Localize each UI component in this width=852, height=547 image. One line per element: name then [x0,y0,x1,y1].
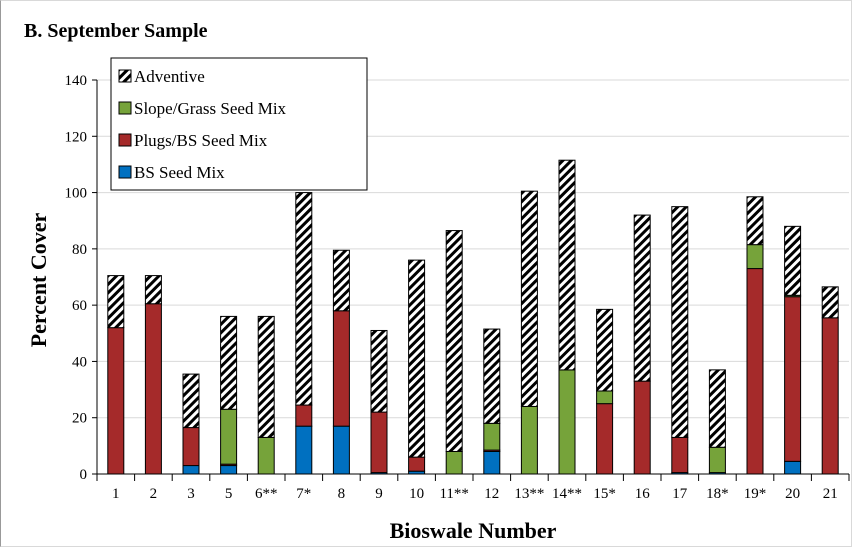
bar-segment [107,275,125,329]
bar-segment [671,206,689,438]
x-tick-label: 13** [514,486,544,502]
x-tick-label: 20 [785,486,800,502]
legend-label: Slope/Grass Seed Mix [134,99,287,118]
bar-segment [445,230,463,452]
y-tick-label: 100 [65,186,88,202]
y-tick-label: 0 [80,467,88,483]
bar-segment [182,373,200,429]
bar-segment [220,408,238,465]
bar-segment [220,315,238,410]
bar-segment [370,329,388,413]
bar-segment [295,404,313,427]
x-tick-label: 14** [552,486,582,502]
bar-segment [483,422,501,451]
bar-segment [332,425,350,475]
bar-segment [596,403,614,475]
legend-swatch [118,133,132,147]
bar-segment [408,259,426,458]
bar-segment [370,411,388,474]
bar-segment [144,275,162,305]
bar-segment [746,268,764,475]
bar-segment [784,296,802,462]
legend-swatch [118,101,132,115]
x-tick-label: 18* [706,486,729,502]
x-tick-label: 19* [744,486,767,502]
x-axis-ticks: 1 2 3 5 6** 7* 8 9 10 11** 12 13** 14** 15* 16 17 18* 19*… [96,474,850,502]
bar-segment [483,450,501,475]
bar-segment [708,369,726,448]
bar-segment [633,214,651,382]
legend: Adventive Slope/Grass Seed Mix Plugs/BS Se… [110,57,368,191]
x-tick-label: 9 [375,486,383,502]
x-tick-label: 15* [593,486,616,502]
bar-segment [784,460,802,475]
x-tick-label: 1 [112,486,120,502]
bar-segment [332,310,350,427]
x-tick-label: 7* [296,486,311,502]
bar-segment [821,286,839,319]
legend-swatch [118,69,132,83]
bar-segment [408,456,426,472]
bar-segment [784,225,802,296]
x-tick-label: 10 [409,486,424,502]
bar-segment [821,317,839,475]
bar-segment [445,450,463,475]
bar-segment [558,369,576,475]
bar-segment [144,303,162,475]
bar-segment [332,249,350,312]
bar-segment [520,190,538,407]
bar-segment [257,315,275,438]
bar-segment [671,436,689,474]
x-tick-label: 6** [255,486,278,502]
bar-segment [520,405,538,475]
bar-segment [220,465,238,475]
y-tick-label: 60 [72,298,87,314]
chart-title: B. September Sample [24,20,208,42]
x-tick-label: 17 [672,486,688,502]
x-tick-label: 8 [338,486,346,502]
bar-segment [182,465,200,475]
bar-segment [295,192,313,406]
x-tick-label: 11** [439,486,468,502]
x-tick-label: 5 [225,486,233,502]
y-tick-label: 120 [65,129,88,145]
bar-segment [483,328,501,424]
bar-segment [708,446,726,474]
bar-segment [596,390,614,405]
x-tick-label: 21 [823,486,838,502]
x-tick-label: 2 [150,486,158,502]
y-tick-label: 20 [72,411,87,427]
legend-box [110,57,368,191]
bar-segment [182,427,200,467]
bar-segment [596,308,614,392]
y-axis-label: Percent Cover [26,212,51,347]
bar-segment [295,425,313,475]
x-axis-label: Bioswale Number [390,518,557,543]
legend-swatch [118,165,132,179]
y-tick-label: 40 [72,354,87,370]
x-tick-label: 3 [187,486,195,502]
legend-label: Plugs/BS Seed Mix [134,131,268,150]
bar-segment [746,196,764,246]
y-tick-label: 140 [65,73,88,89]
legend-label: Adventive [134,67,205,86]
bar-segment [558,159,576,371]
y-axis-ticks: 0 20 40 60 80 100 120 140 [65,73,97,483]
bar-segment [633,380,651,475]
bar-segment [257,436,275,475]
bar-segment [746,244,764,270]
bar-segment [107,327,125,475]
bars [107,159,839,475]
legend-label: BS Seed Mix [134,163,225,182]
x-tick-label: 16 [635,486,651,502]
x-tick-label: 12 [484,486,499,502]
y-tick-label: 80 [72,242,87,258]
